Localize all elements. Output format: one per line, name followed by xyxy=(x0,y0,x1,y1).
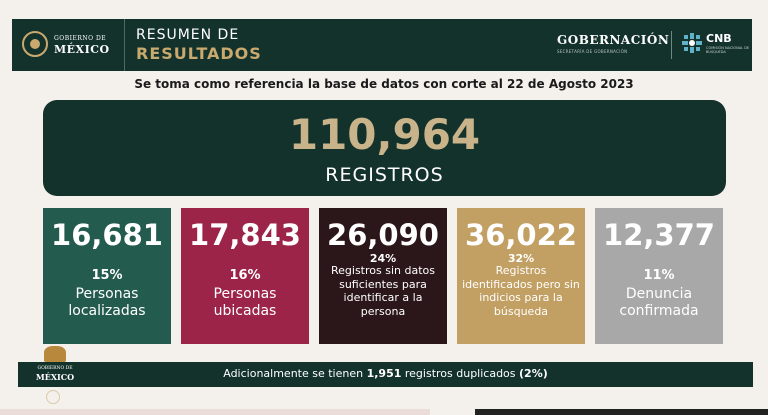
cnb-logo-text: CNB xyxy=(706,32,732,45)
footer-logo-large-text: MÉXICO xyxy=(35,372,75,382)
card-percent: 24% xyxy=(369,252,397,265)
footer-logo-small-text: GOBIERNO DE xyxy=(37,366,73,371)
logo-divider xyxy=(671,31,672,59)
card-number: 26,090 xyxy=(327,218,439,252)
card-number: 12,377 xyxy=(603,218,715,252)
total-records-label: REGISTROS xyxy=(325,164,444,186)
summary-title-line1: RESUMEN DE xyxy=(136,27,240,43)
card-number: 16,681 xyxy=(51,218,163,252)
card-denuncia-confirmada: 12,377 11% Denuncia confirmada xyxy=(595,208,723,344)
summary-title-line2: RESULTADOS xyxy=(136,44,262,63)
card-personas-localizadas: 16,681 15% Personas localizadas xyxy=(43,208,171,344)
card-percent: 32% xyxy=(507,252,535,265)
mexico-coat-of-arms-icon xyxy=(22,31,48,57)
duplicates-count: 1,951 xyxy=(366,367,402,380)
card-description: Registros identificados pero sin indicio… xyxy=(462,264,580,318)
card-personas-ubicadas: 17,843 16% Personas ubicadas xyxy=(181,208,309,344)
card-description: Personas localizadas xyxy=(68,286,146,319)
duplicates-text-before: Adicionalmente se tienen xyxy=(223,367,367,380)
card-registros-sin-datos: 26,090 24% Registros sin datos suficient… xyxy=(319,208,447,344)
mexico-emblem-icon xyxy=(44,346,66,362)
card-number: 17,843 xyxy=(189,218,301,252)
reference-note: Se toma como referencia la base de datos… xyxy=(134,77,634,91)
gobernacion-subtitle: SECRETARÍA DE GOBERNACIÓN xyxy=(557,49,628,54)
bottom-strip-right xyxy=(475,409,768,415)
cnb-star-icon xyxy=(682,33,702,53)
total-records-panel: 110,964 REGISTROS xyxy=(43,100,726,196)
gobernacion-logo-text: GOBERNACIÓN xyxy=(557,33,670,47)
header-divider xyxy=(124,19,125,71)
footer-gobierno-logo: GOBIERNO DE MÉXICO xyxy=(32,346,78,386)
card-percent: 16% xyxy=(229,268,261,283)
gobierno-de-mexico-logo: GOBIERNO DE MÉXICO xyxy=(22,27,122,63)
duplicates-text-middle: registros duplicados xyxy=(401,367,520,380)
total-records-number: 110,964 xyxy=(288,110,481,159)
duplicates-note: Adicionalmente se tienen 1,951 registros… xyxy=(18,367,753,380)
card-percent: 11% xyxy=(643,268,675,283)
card-description: Denuncia confirmada xyxy=(619,286,699,319)
gob-logo-small-text: GOBIERNO DE xyxy=(54,35,107,42)
card-description: Personas ubicadas xyxy=(213,286,277,319)
card-registros-identificados: 36,022 32% Registros identificados pero … xyxy=(457,208,585,344)
cnb-subtitle: COMISIÓN NACIONAL DE BÚSQUEDA xyxy=(706,46,750,54)
card-number: 36,022 xyxy=(465,218,577,252)
header-banner: GOBIERNO DE MÉXICO RESUMEN DE RESULTADOS… xyxy=(12,19,752,71)
footer-bar: Adicionalmente se tienen 1,951 registros… xyxy=(18,362,753,387)
card-description: Registros sin datos suficientes para ide… xyxy=(331,264,435,318)
card-percent: 15% xyxy=(91,268,123,283)
bottom-strip-left xyxy=(0,409,430,415)
duplicates-percent: (2%) xyxy=(519,367,548,380)
seal-icon xyxy=(46,390,60,404)
gob-logo-large-text: MÉXICO xyxy=(54,43,110,56)
